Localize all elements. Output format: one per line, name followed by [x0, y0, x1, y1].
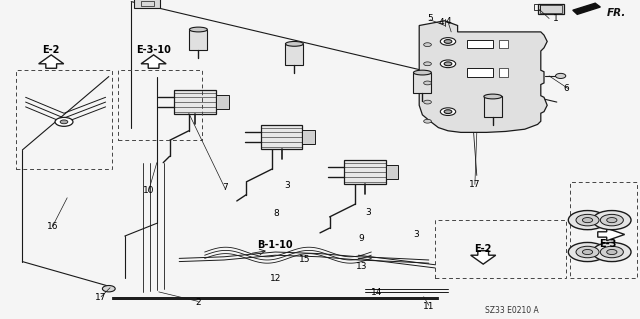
Circle shape [593, 242, 631, 262]
Ellipse shape [484, 94, 502, 99]
Polygon shape [470, 251, 496, 264]
Text: 11: 11 [423, 302, 435, 311]
Text: 13: 13 [356, 262, 367, 271]
Circle shape [102, 286, 115, 292]
Bar [435, 220, 566, 278]
Text: 5: 5 [428, 14, 433, 23]
Circle shape [582, 218, 593, 223]
Circle shape [424, 62, 431, 66]
Text: 3: 3 [284, 181, 289, 190]
Bar [261, 125, 302, 149]
Circle shape [444, 40, 452, 43]
Text: 1: 1 [553, 14, 558, 23]
Text: E-3: E-3 [599, 239, 617, 249]
Bar [303, 130, 316, 144]
Text: FR.: FR. [607, 8, 626, 18]
Bar [534, 4, 540, 10]
Text: 17: 17 [469, 180, 481, 189]
Text: 10: 10 [143, 186, 154, 195]
Bar [499, 68, 508, 77]
Polygon shape [419, 21, 547, 132]
Bar [540, 5, 562, 13]
Circle shape [600, 246, 623, 258]
Bar [344, 160, 385, 184]
Ellipse shape [285, 41, 303, 46]
Circle shape [424, 100, 431, 104]
Ellipse shape [189, 27, 207, 32]
Bar [484, 96, 502, 117]
Text: E-3-10: E-3-10 [136, 45, 171, 56]
Text: 4: 4 [445, 17, 451, 26]
Text: SZ33 E0210 A: SZ33 E0210 A [485, 306, 539, 315]
Circle shape [576, 214, 599, 226]
Text: 9: 9 [359, 234, 364, 243]
Bar [16, 70, 112, 169]
Circle shape [600, 214, 623, 226]
Bar [499, 40, 508, 48]
Circle shape [593, 211, 631, 230]
Circle shape [582, 249, 593, 255]
Circle shape [440, 60, 456, 68]
Bar [467, 40, 493, 48]
Text: E-2: E-2 [474, 244, 492, 255]
Text: 7: 7 [223, 183, 228, 192]
Text: 3: 3 [413, 230, 419, 239]
Circle shape [576, 246, 599, 258]
Polygon shape [141, 55, 166, 68]
Text: B-1-10: B-1-10 [257, 240, 293, 250]
Text: 8: 8 [274, 209, 279, 218]
Circle shape [444, 110, 452, 114]
Circle shape [60, 120, 68, 124]
Circle shape [424, 43, 431, 47]
Circle shape [444, 62, 452, 66]
Bar [141, 1, 154, 5]
Circle shape [607, 218, 617, 223]
Bar [118, 70, 202, 140]
Text: 17: 17 [95, 293, 107, 302]
Text: 16: 16 [47, 222, 58, 231]
Bar [174, 90, 216, 114]
Circle shape [556, 73, 566, 78]
Bar [413, 73, 431, 93]
Bar [216, 95, 229, 109]
Polygon shape [573, 3, 600, 14]
Text: 12: 12 [269, 274, 281, 283]
Text: 15: 15 [299, 255, 310, 263]
Polygon shape [598, 228, 625, 241]
Bar [134, 0, 160, 8]
Circle shape [568, 211, 607, 230]
Ellipse shape [413, 70, 431, 75]
Circle shape [55, 117, 73, 126]
Text: 2: 2 [196, 298, 201, 307]
Text: 6: 6 [563, 84, 568, 93]
Circle shape [440, 108, 456, 115]
Text: 14: 14 [371, 288, 382, 297]
Bar [285, 44, 303, 64]
Bar [538, 4, 564, 14]
Circle shape [424, 119, 431, 123]
Bar [570, 182, 637, 278]
Text: E-2: E-2 [42, 45, 60, 56]
Circle shape [568, 242, 607, 262]
Circle shape [440, 38, 456, 45]
Text: 3: 3 [365, 208, 371, 217]
Bar [189, 30, 207, 50]
Circle shape [424, 81, 431, 85]
Bar [467, 68, 493, 77]
Text: 4: 4 [439, 18, 444, 27]
Polygon shape [38, 55, 64, 68]
Circle shape [607, 249, 617, 255]
Bar [385, 165, 398, 179]
